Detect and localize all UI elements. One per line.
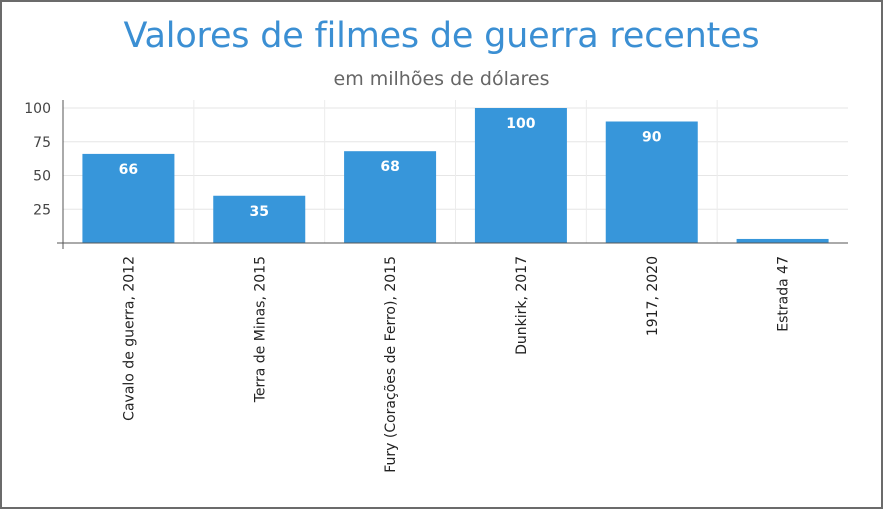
x-tick-label: Terra de Minas, 2015 [252, 256, 268, 403]
bar [736, 238, 829, 243]
y-tick-label: 100 [24, 101, 51, 117]
y-tick-label: 50 [33, 169, 51, 185]
x-tick-label: Cavalo de guerra, 2012 [121, 256, 137, 421]
bar-data-label: 35 [250, 204, 269, 220]
bar [605, 121, 698, 243]
y-tick-label: 25 [33, 202, 51, 218]
x-tick-label: Dunkirk, 2017 [514, 256, 530, 355]
bar-data-label: 66 [119, 162, 138, 178]
bar [213, 195, 306, 243]
bar [474, 108, 567, 243]
bar [344, 151, 437, 243]
chart-title: Valores de filmes de guerra recentes [123, 16, 760, 56]
x-tick-label: Fury (Corações de Ferro), 2015 [383, 256, 399, 473]
x-tick-label: 1917, 2020 [645, 256, 661, 336]
y-tick-label: 75 [33, 135, 51, 151]
x-tick-label: Estrada 47 [776, 256, 792, 332]
bar-data-label: 90 [642, 130, 662, 146]
chart-subtitle: em milhões de dólares [333, 68, 550, 90]
bar-data-label: 68 [380, 159, 399, 175]
bar-data-label: 100 [506, 116, 535, 132]
bar [82, 153, 175, 243]
